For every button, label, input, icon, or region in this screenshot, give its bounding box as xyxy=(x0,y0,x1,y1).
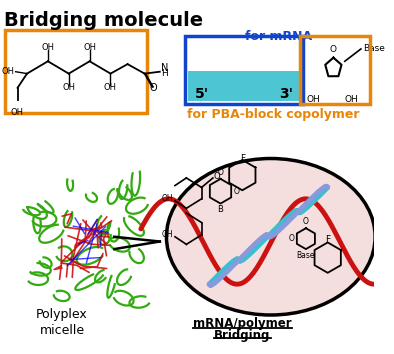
Text: OH: OH xyxy=(162,230,173,239)
Text: N: N xyxy=(161,63,168,73)
Text: OH: OH xyxy=(2,67,15,76)
Text: O: O xyxy=(217,168,223,177)
Bar xyxy=(300,36,370,104)
Text: OH: OH xyxy=(62,82,75,92)
Text: B: B xyxy=(217,205,223,215)
Text: for PBA-block copolymer: for PBA-block copolymer xyxy=(187,108,360,121)
Text: 3': 3' xyxy=(280,87,294,102)
Text: O: O xyxy=(330,45,337,54)
Text: Bridging molecule: Bridging molecule xyxy=(4,11,203,30)
Text: for mRNA: for mRNA xyxy=(245,30,312,43)
Text: OH: OH xyxy=(83,43,96,52)
Text: OH: OH xyxy=(41,43,54,52)
Text: O: O xyxy=(303,217,309,226)
Text: Polyplex
micelle: Polyplex micelle xyxy=(36,308,88,337)
Text: O: O xyxy=(149,82,157,93)
Text: Base: Base xyxy=(297,251,315,260)
Ellipse shape xyxy=(166,159,375,315)
Text: OH: OH xyxy=(10,108,23,117)
Text: O: O xyxy=(214,172,221,181)
Text: 5': 5' xyxy=(195,87,209,102)
Text: OH: OH xyxy=(162,194,173,203)
Bar xyxy=(186,36,303,104)
Text: O: O xyxy=(234,187,240,196)
Text: Bridging: Bridging xyxy=(214,329,271,342)
Text: H: H xyxy=(161,69,167,78)
Text: F: F xyxy=(240,154,245,163)
Bar xyxy=(188,71,300,101)
Text: O: O xyxy=(289,234,294,243)
Text: OH: OH xyxy=(307,95,320,104)
Text: F: F xyxy=(325,235,330,244)
Text: mRNA/polymer: mRNA/polymer xyxy=(193,318,292,330)
Text: OH: OH xyxy=(104,82,117,92)
Bar xyxy=(5,30,147,113)
Text: OH: OH xyxy=(344,95,358,104)
Text: Base: Base xyxy=(363,45,385,53)
